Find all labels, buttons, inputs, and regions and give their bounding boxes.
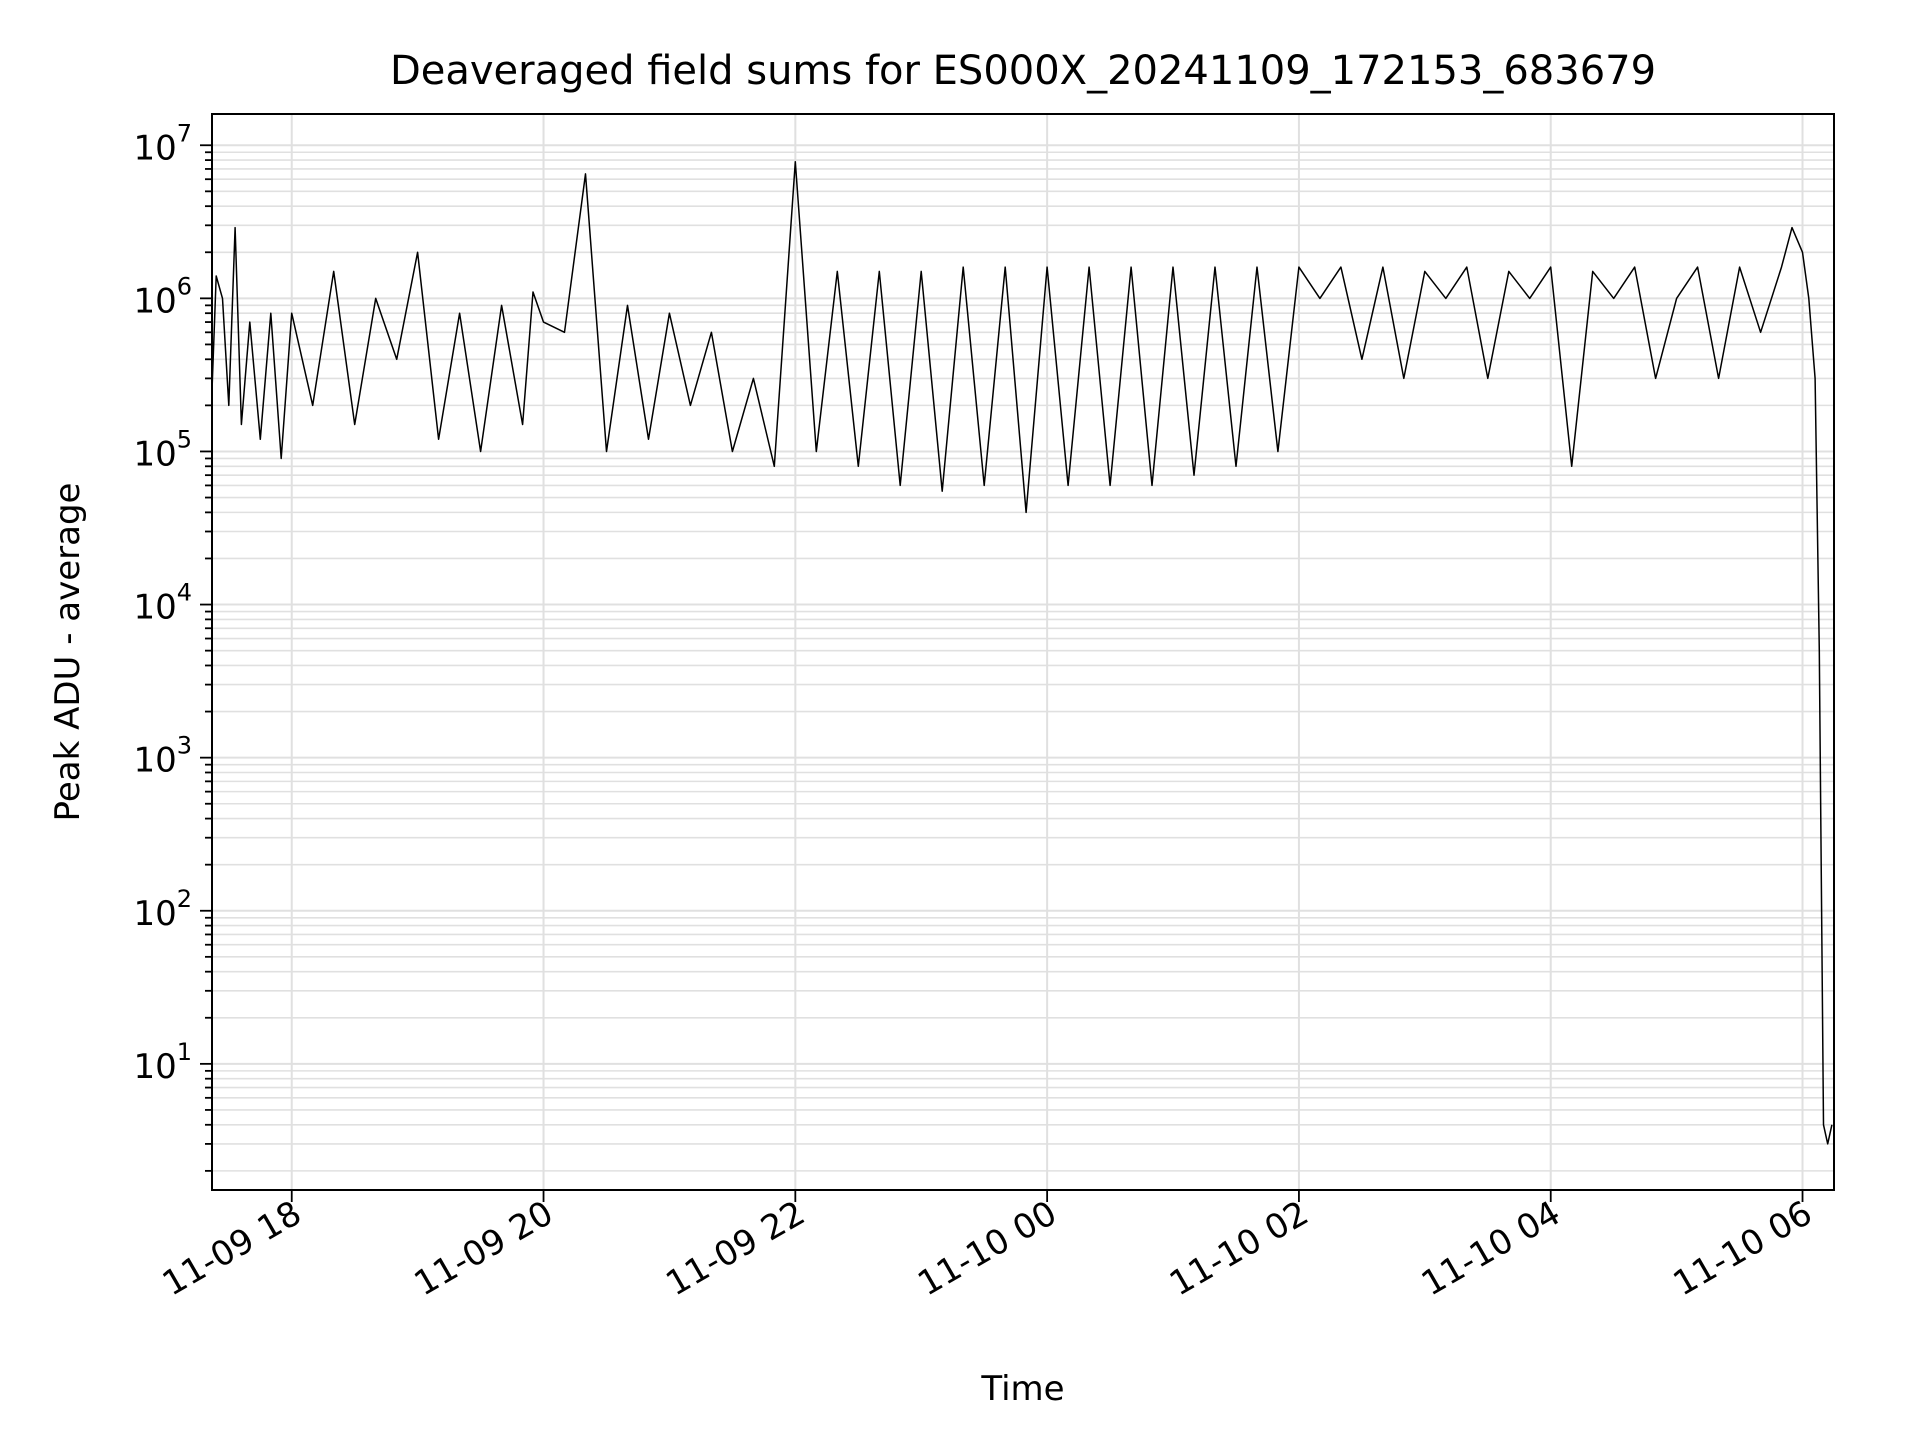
y-tick-label-base: 10 [133, 434, 176, 474]
y-tick-label: 105 [133, 425, 192, 474]
y-tick-label: 102 [133, 885, 192, 934]
series-layer [211, 161, 1833, 1145]
y-tick-label: 103 [133, 732, 192, 781]
y-tick-label-base: 10 [133, 281, 176, 321]
y-tick-label: 104 [133, 579, 192, 628]
y-tick-label-base: 10 [133, 588, 176, 628]
grid-lines [212, 114, 1834, 1190]
y-tick-label-exponent: 6 [177, 272, 192, 300]
chart-title: Deaveraged field sums for ES000X_2024110… [390, 48, 1656, 94]
plot-area-frame [211, 113, 1835, 1191]
y-tick-label-exponent: 2 [177, 885, 192, 913]
series-line [211, 161, 1833, 1145]
y-tick-label-base: 10 [133, 1047, 176, 1087]
y-tick-label-base: 10 [133, 128, 176, 168]
y-tick-label-exponent: 5 [177, 425, 192, 453]
y-tick-label-exponent: 3 [177, 732, 192, 760]
y-tick-label-exponent: 7 [177, 119, 192, 147]
y-tick-label-exponent: 1 [177, 1038, 192, 1066]
y-tick-label-exponent: 4 [177, 579, 192, 607]
y-tick-label: 106 [133, 272, 192, 321]
x-axis-label: Time [980, 1369, 1064, 1409]
y-axis-label: Peak ADU - average [48, 483, 88, 822]
y-tick-label: 107 [133, 119, 192, 168]
y-tick-label-base: 10 [133, 894, 176, 934]
y-tick-label: 101 [133, 1038, 192, 1087]
y-tick-label-base: 10 [133, 741, 176, 781]
